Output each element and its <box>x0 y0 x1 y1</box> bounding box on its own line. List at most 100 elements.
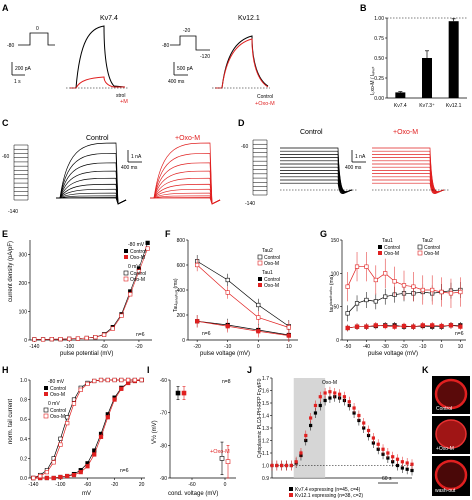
panel-d-control-traces <box>280 147 358 194</box>
voltage-protocol-right <box>170 35 210 51</box>
i-data-point <box>181 390 187 396</box>
panel-j-label: J <box>247 365 252 375</box>
c-oxo-trace <box>150 197 221 205</box>
panel-b-label: B <box>360 3 367 13</box>
j-data-point <box>323 398 327 403</box>
h-data-point <box>98 434 104 439</box>
panel-g-legend: Tau1 Control Oxo-M Tau2 Control Oxo-M <box>378 238 440 257</box>
g-data-point <box>439 289 444 295</box>
c-control-trace <box>56 197 127 205</box>
h-data-point <box>112 377 117 383</box>
panel-c-bottom-voltage: -140 <box>8 209 18 215</box>
j-data-point <box>405 461 409 465</box>
j-data-point <box>395 457 400 461</box>
g-data-point <box>458 289 463 295</box>
panel-i-ylabel: V½ (mV) <box>151 420 158 444</box>
g-y-tick-label: 100 <box>331 271 340 277</box>
e-data-point <box>128 292 133 297</box>
f-data-point <box>286 333 291 338</box>
b-y-tick-label: 0.50 <box>374 56 384 62</box>
panel-h-label: H <box>2 365 9 375</box>
panel-c: C -60 -140 Control +Oxo-M 1 nA 400 ms <box>2 118 221 215</box>
legend-h-control-0: Control <box>50 408 66 414</box>
e-x-tick-label: -60 <box>100 344 107 350</box>
g-data-point <box>411 324 416 329</box>
panel-i-oxo-label: +Oxo-M <box>210 449 230 455</box>
g-data-point <box>364 264 369 269</box>
panel-h-legend: -80 mV Control Oxo-M 0 mV Control Oxo-M <box>43 379 66 420</box>
legend-e-marker-oxo-80 <box>124 255 128 259</box>
legend-j-marker-kv121 <box>289 493 293 497</box>
h-x-tick-label: -100 <box>55 482 65 488</box>
panel-d-bottom-voltage: -140 <box>245 201 255 207</box>
b-bar <box>448 21 459 99</box>
panel-d-scale-current: 1 nA <box>355 154 366 160</box>
h-data-point <box>58 442 63 447</box>
g-data-point <box>364 297 369 303</box>
legend-h-marker-oxo-80 <box>44 392 48 396</box>
legend-g-marker-tau1-control <box>378 245 382 249</box>
legend-e-control-80: Control <box>130 249 146 255</box>
i-y-tick-label: -70 <box>160 411 167 417</box>
g-data-point <box>383 323 388 329</box>
g-data-point <box>420 323 425 328</box>
g-data-point <box>345 311 350 316</box>
panel-e: E -140 -100 -60 -20 0 100 200 300 current densi… <box>2 229 152 357</box>
f-y-tick-label: 600 <box>177 263 186 269</box>
g-data-point <box>392 279 397 284</box>
panel-e-n: n=6 <box>136 332 145 338</box>
panel-h: H -140 -100 -60 -20 20 0.0 0.2 0.4 0.6 0.8 1.0 nor… <box>2 365 145 497</box>
legend-j-kv121: Kν12.1 expressing (n=38, c=2) <box>295 493 363 499</box>
legend-g-marker-tau2-control <box>417 244 423 250</box>
j-data-point <box>410 462 414 466</box>
legend-f-marker-tau1-control <box>258 277 262 281</box>
b-y-tick-label: 0.25 <box>374 76 384 82</box>
j-data-point <box>381 447 385 451</box>
j-y-tick-label: 1.2 <box>262 439 269 445</box>
legend-g-tau1-control: Control <box>384 245 400 251</box>
j-data-point <box>400 460 404 464</box>
legend-h-marker-oxo-0 <box>43 413 49 419</box>
panel-j-ylabel: Cytoplasmic PLCδ-PH-RFP Fcyt/F0 <box>257 378 263 458</box>
j-data-point <box>333 391 337 395</box>
e-y-tick-label: 200 <box>19 281 28 287</box>
c-oxo-trace <box>150 162 221 205</box>
legend-e-80mv: -80 mV <box>128 242 145 248</box>
j-data-point <box>284 463 289 468</box>
j-oxo-shading <box>293 378 326 478</box>
j-data-point <box>366 428 371 433</box>
panel-i: I -60 0 -90 -80 -70 -60 V½ (mV) cond. voltage… <box>147 365 236 497</box>
f-series-line <box>196 264 289 328</box>
j-data-point <box>318 403 322 408</box>
j-data-point <box>347 400 351 404</box>
j-data-point <box>299 451 303 455</box>
protocol-left-step: 0 <box>36 26 39 32</box>
f-x-tick-label: 0 <box>257 344 260 350</box>
panel-g-label: G <box>320 229 327 239</box>
j-data-point <box>395 463 400 468</box>
j-data-point <box>313 403 318 408</box>
j-data-point <box>405 467 409 471</box>
g-data-point <box>383 271 388 276</box>
h-data-point <box>71 472 77 478</box>
trace-kv74-control <box>70 25 126 89</box>
panel-a-title-kv121: Kν12.1 <box>238 15 260 22</box>
legend-right-control: Control <box>257 94 273 100</box>
panel-b-ylabel: I₀xo-M / Iₑₚₑᵣₜ <box>370 66 376 95</box>
panel-j-time-scale: 60 s <box>382 476 392 482</box>
panel-h-xlabel: mV <box>82 491 91 497</box>
f-x-tick-label: -10 <box>224 344 231 350</box>
g-x-tick-label: -50 <box>344 344 351 350</box>
h-x-tick-label: -60 <box>84 482 91 488</box>
legend-f-marker-tau2-oxo <box>257 260 263 266</box>
j-y-tick-label: 1.0 <box>262 464 269 470</box>
legend-f-tau2: Tau2 <box>262 248 273 254</box>
e-data-point <box>136 269 142 274</box>
protocol-right-hold: -80 <box>162 43 169 49</box>
f-data-point <box>195 319 200 324</box>
c-oxo-trace <box>150 183 221 205</box>
legend-h-oxo-0: Oxo-M <box>50 414 65 420</box>
h-data-point <box>92 378 97 384</box>
